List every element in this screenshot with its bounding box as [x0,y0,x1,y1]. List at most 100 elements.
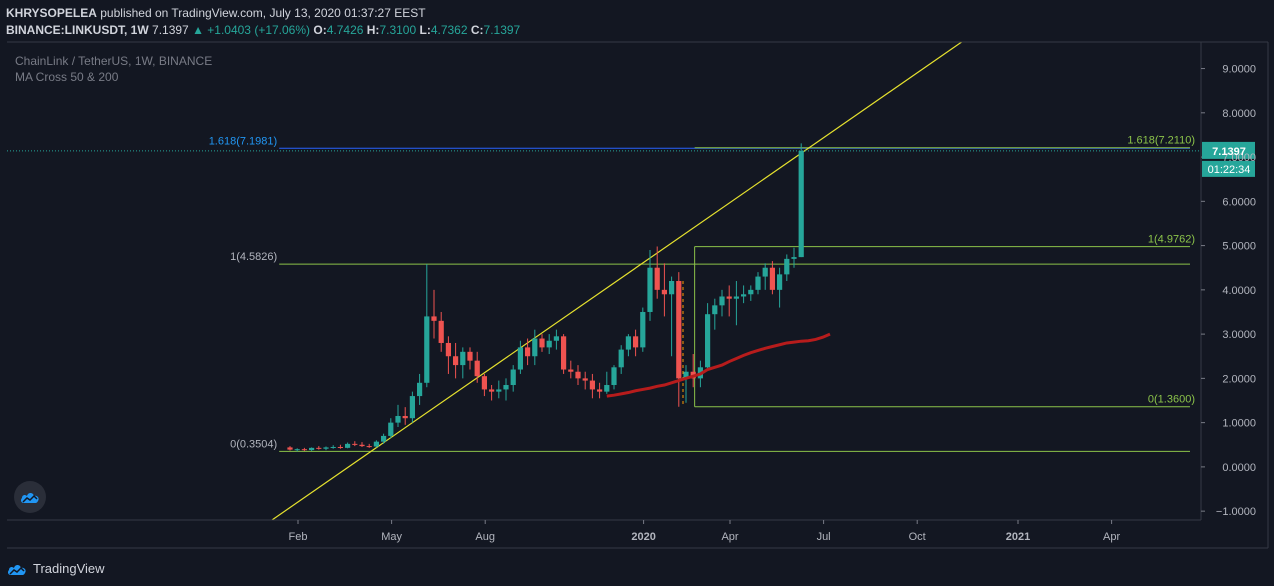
last-price: 7.1397 [152,23,189,37]
chart-header: KHRYSOPELEA published on TradingView.com… [6,5,520,39]
time-tick-label: 2021 [1006,531,1030,543]
price-tick-label: 1.0000 [1222,418,1256,430]
price-tick-label: 2.0000 [1222,373,1256,385]
candle-body [705,314,711,368]
high-label: H: [366,23,380,37]
candle-body [381,435,387,442]
footer: TradingView [6,561,105,576]
candle-body [445,342,451,357]
candle-body [546,340,552,348]
price-tick-label: −1.0000 [1216,506,1256,518]
symbol-label[interactable]: BINANCE:LINKUSDT, 1W [6,23,149,37]
ma-line [606,332,831,398]
price-tick-label: 8.0000 [1222,108,1256,120]
candle-body [553,336,559,341]
candle-body [769,267,775,290]
candle-body [424,316,430,383]
candle-body [525,347,531,357]
candle-body [388,422,394,436]
footer-brand[interactable]: TradingView [33,561,105,576]
price-change: ▲ +1.0403 (+17.06%) [192,23,311,37]
time-tick-label: 2020 [631,531,655,543]
candle-body [589,380,595,390]
candle-body [438,320,444,343]
time-tick-label: Apr [721,531,738,543]
candle-body [777,274,783,290]
candle-body [712,305,718,315]
series-title[interactable]: ChainLink / TetherUS, 1W, BINANCE [15,54,213,68]
axis-labels: 9.0000 8.0000 7.0000 6.0000 5.0000 4.0000 3.00… [209,64,1256,543]
close-value: 7.1397 [483,23,521,37]
candle-body [323,447,329,449]
candle-body [683,371,689,379]
fib-level-label: 1.618(7.1981) [209,135,278,147]
candle-body [618,349,624,368]
candle-body [633,336,639,348]
price-tick-label: 5.0000 [1222,241,1256,253]
axes[interactable] [7,41,1269,549]
trendline[interactable] [271,33,974,520]
candles [287,143,804,452]
candle-body [741,294,747,297]
indicator-label[interactable]: MA Cross 50 & 200 [15,70,119,84]
price-tick-label: 3.0000 [1222,329,1256,341]
candle-body [402,415,408,419]
countdown-label: 01:22:34 [1208,164,1251,176]
candle-body [604,385,610,392]
candle-body [510,369,516,386]
candle-body [496,389,502,392]
candle-body [568,369,574,372]
candle-body [784,258,790,275]
tradingview-badge[interactable] [14,481,46,513]
candle-body [352,443,358,445]
price-tick-label: 4.0000 [1222,285,1256,297]
candle-body [431,316,437,321]
candle-body [532,338,538,357]
last-price-axis-label: 7.1397 [1212,146,1246,158]
candle-body [640,311,646,348]
chart-legend: ChainLink / TetherUS, 1W, BINANCE MA Cro… [15,53,212,85]
candle-body [301,449,307,451]
candle-body [561,336,567,370]
candle-body [517,347,523,370]
high-value: 7.3100 [379,23,417,37]
candle-body [733,296,739,299]
candle-body [417,382,423,397]
candle-body [294,449,300,451]
candle-body [467,351,473,361]
candle-body [287,447,293,450]
candle-body [654,267,660,290]
price-tick-label: 7.0000 [1222,152,1256,164]
candle-body [309,447,315,451]
open-label: O: [313,23,327,37]
time-tick-label: Feb [289,531,308,543]
candle-body [719,296,725,306]
fib-level-label: 1(4.5826) [230,251,277,263]
candle-body [316,447,322,449]
price-tick-label: 9.0000 [1222,64,1256,76]
candle-body [762,267,768,277]
published-text: published on TradingView.com, July 13, 2… [100,6,426,20]
low-value: 4.7362 [430,23,468,37]
fibonacci-levels [279,147,1190,452]
price-tick-label: 6.0000 [1222,196,1256,208]
candle-body [330,446,336,448]
price-tick-label: 0.0000 [1222,462,1256,474]
author-name[interactable]: KHRYSOPELEA [6,6,97,20]
candle-body [647,267,653,312]
last-price-badge [1202,141,1255,159]
candle-body [798,150,804,258]
open-value: 4.7426 [326,23,364,37]
cloud-icon [20,493,39,503]
candle-body [481,376,487,390]
candle-body [748,289,754,295]
candle-body [539,338,545,348]
candle-body [597,389,603,392]
candle-body [337,446,343,448]
fib-level-label: 0(1.3600) [1148,394,1195,406]
candle-body [453,356,459,366]
time-tick-label: Apr [1103,531,1120,543]
candle-body [474,360,480,377]
candle-body [373,441,379,447]
